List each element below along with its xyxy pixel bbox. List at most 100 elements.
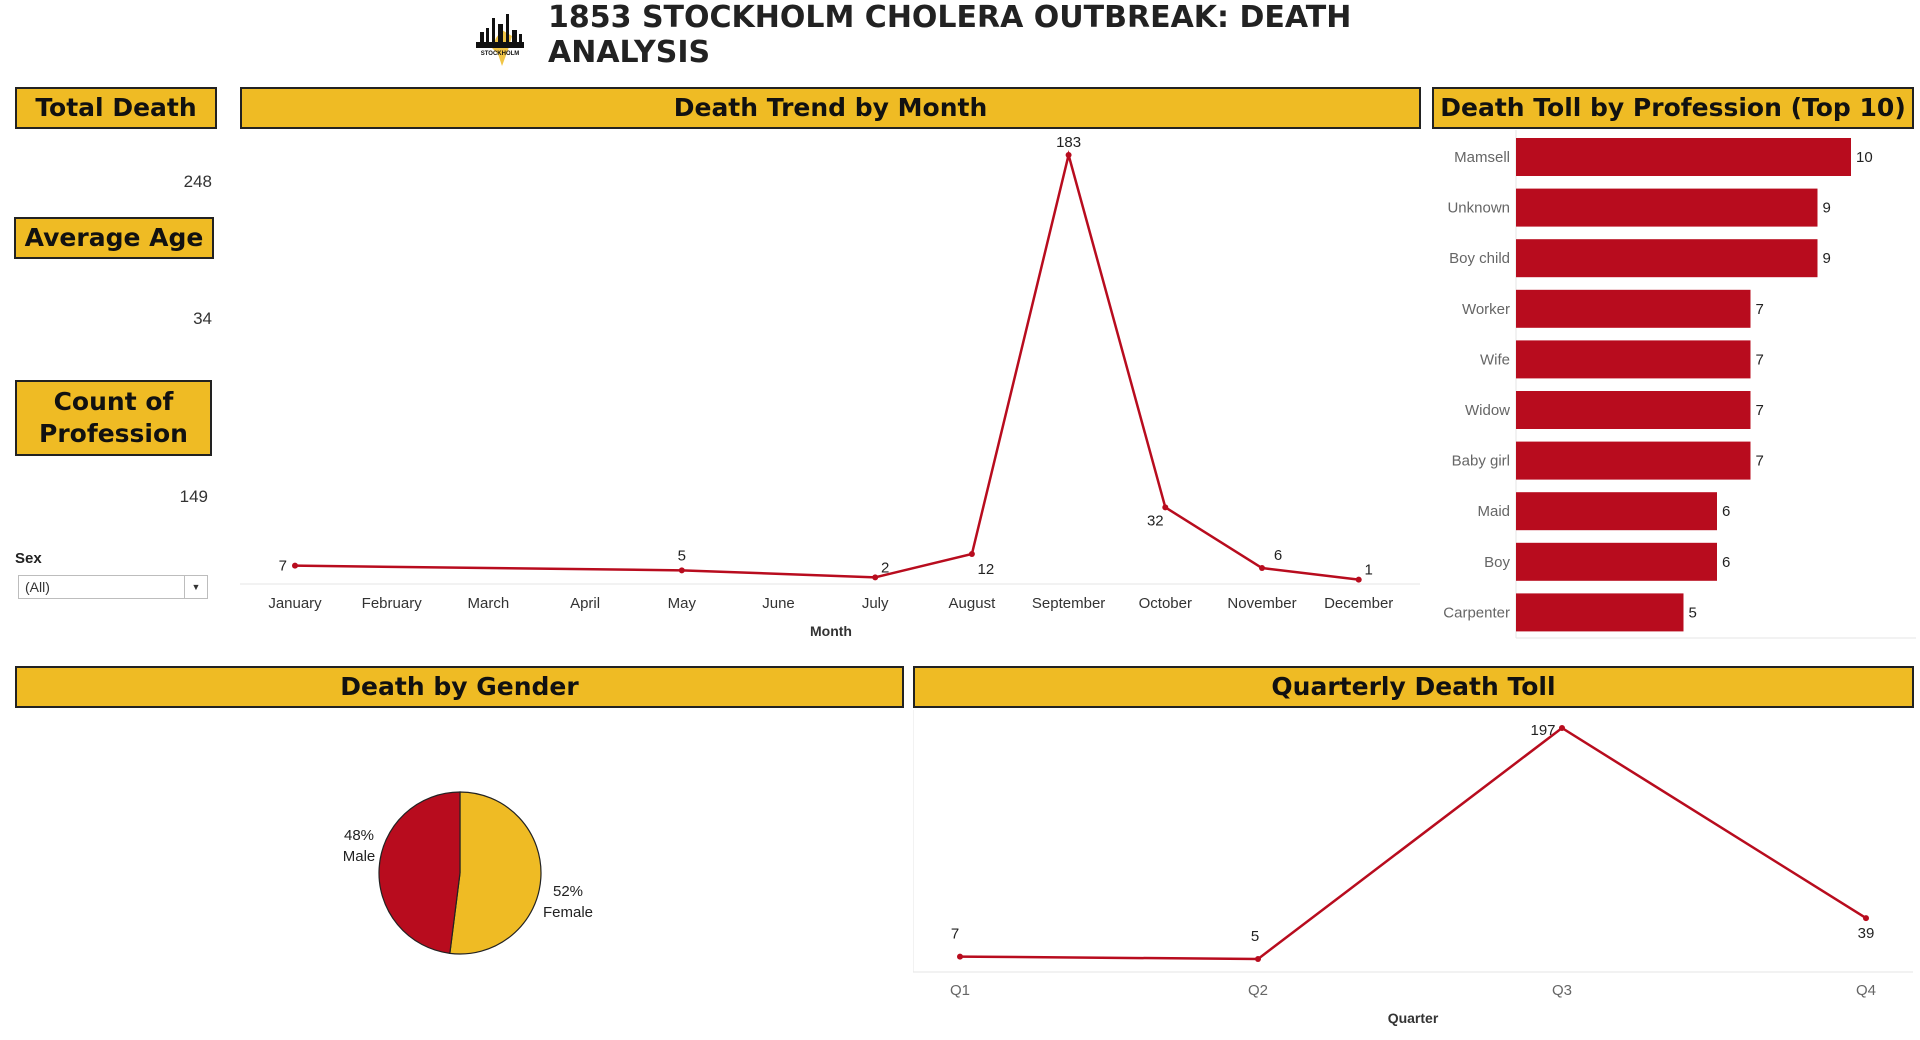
x-tick-label: Q3 [1552,982,1572,999]
pie-slice-female [449,791,542,955]
quarter-data-label: 197 [1530,722,1555,739]
x-tick-label: September [1032,595,1105,612]
profession-label: Unknown [1447,200,1510,217]
month-data-label: 32 [1147,512,1164,529]
quarter-data-point [957,953,963,960]
profession-label: Carpenter [1443,604,1510,621]
x-tick-label: August [949,595,997,612]
month-data-label: 5 [678,547,686,564]
count-profession-header: Count of Profession [15,380,212,456]
x-tick-label: March [468,595,510,612]
profession-value-label: 7 [1756,351,1764,368]
quarter-data-label: 39 [1858,925,1875,942]
month-data-point [678,567,685,574]
total-death-value: 248 [183,172,212,191]
quarter-data-point [1559,725,1565,731]
quarter-data-point [1255,955,1261,962]
profession-label: Baby girl [1452,453,1510,470]
month-data-point [1162,504,1169,511]
month-data-label: 2 [881,559,889,576]
profession-value-label: 9 [1823,200,1831,217]
x-tick-label: February [362,595,423,612]
profession-label: Widow [1465,402,1510,419]
month-data-label: 6 [1274,547,1282,564]
profession-value-label: 7 [1756,402,1764,419]
month-panel-header: Death Trend by Month [240,87,1421,129]
profession-bar [1516,542,1717,581]
profession-panel-header: Death Toll by Profession (Top 10) [1432,87,1914,129]
x-tick-label: Q4 [1856,982,1876,999]
profession-bar [1516,441,1751,480]
profession-bar [1516,492,1717,531]
x-tick-label: Q2 [1248,982,1268,999]
average-age-header: Average Age [14,217,214,259]
profession-label: Boy [1484,554,1510,571]
profession-bar-chart: Mamsell 10 Unknown 9 Boy child 9 Worker 7 Wife 7 W… [1443,130,1916,639]
logo-text: STOCKHOLM [481,51,520,57]
profession-value-label: 6 [1722,554,1730,571]
profession-bar [1516,239,1818,278]
month-data-point [1065,152,1072,158]
profession-value-label: 6 [1722,503,1730,520]
profession-bar [1516,391,1751,429]
profession-bar [1516,593,1684,632]
chevron-down-icon[interactable]: ▼ [184,576,207,598]
x-tick-label: May [668,595,697,612]
count-profession-value: 149 [179,487,208,506]
profession-value-label: 10 [1856,149,1873,166]
profession-bar [1516,340,1751,379]
profession-value-label: 5 [1689,604,1697,621]
x-tick-label: December [1324,595,1393,612]
gender-panel-header: Death by Gender [15,666,904,708]
profession-label: Boy child [1449,250,1510,267]
month-data-point [872,574,879,581]
x-tick-label: April [570,595,600,612]
x-tick-label: July [862,595,889,612]
x-tick-label: June [762,595,795,612]
profession-label: Mamsell [1454,149,1510,166]
month-data-point [1259,565,1265,571]
quarter-data-label: 5 [1251,928,1259,945]
sex-filter-dropdown[interactable]: (All) ▼ [18,575,208,599]
profession-label: Maid [1477,503,1510,520]
dashboard-title: 1853 STOCKHOLM CHOLERA OUTBREAK: DEATH A… [548,0,1352,70]
pie-percent-label: 48% [344,827,374,844]
pie-category-label: Male [343,848,376,865]
quarter-series-line [959,726,1867,961]
x-axis-title: Month [810,623,852,639]
pie-slice-male [378,791,461,955]
month-data-label: 12 [978,561,995,578]
profession-value-label: 7 [1756,453,1764,470]
month-line-chart: January February March April May June July Augu… [240,134,1420,639]
pie-percent-label: 52% [553,883,583,900]
month-data-point [292,562,298,569]
x-axis-title: Quarter [1388,1010,1439,1026]
stockholm-logo: STOCKHOLM [476,14,524,66]
average-age-value: 34 [193,309,212,328]
total-death-header: Total Death [15,87,217,129]
sex-filter-value: (All) [25,579,50,595]
quarter-data-label: 7 [951,926,959,943]
x-tick-label: November [1227,595,1296,612]
x-tick-label: Q1 [950,982,970,999]
profession-value-label: 9 [1823,250,1831,267]
month-data-point [1355,576,1362,583]
sex-filter-label: Sex [15,550,42,567]
x-tick-label: October [1139,595,1192,612]
month-data-label: 7 [279,558,287,575]
quarter-data-point [1863,915,1869,922]
profession-bar [1516,188,1818,227]
profession-bar [1516,289,1751,328]
profession-label: Wife [1480,351,1510,368]
month-data-point [968,551,975,557]
x-tick-label: January [268,595,322,612]
month-series-line [294,150,1359,581]
gender-pie-chart: 52% Female 48% Male [343,791,593,955]
month-data-label: 183 [1056,134,1081,151]
profession-value-label: 7 [1756,301,1764,318]
month-data-label: 1 [1365,562,1373,579]
quarter-panel-header: Quarterly Death Toll [913,666,1914,708]
profession-bar [1516,138,1851,176]
quarter-line-chart: Q1 Q2 Q3 Q4 Quarter 7 5 197 39 [913,710,1913,1026]
profession-label: Worker [1462,301,1510,318]
